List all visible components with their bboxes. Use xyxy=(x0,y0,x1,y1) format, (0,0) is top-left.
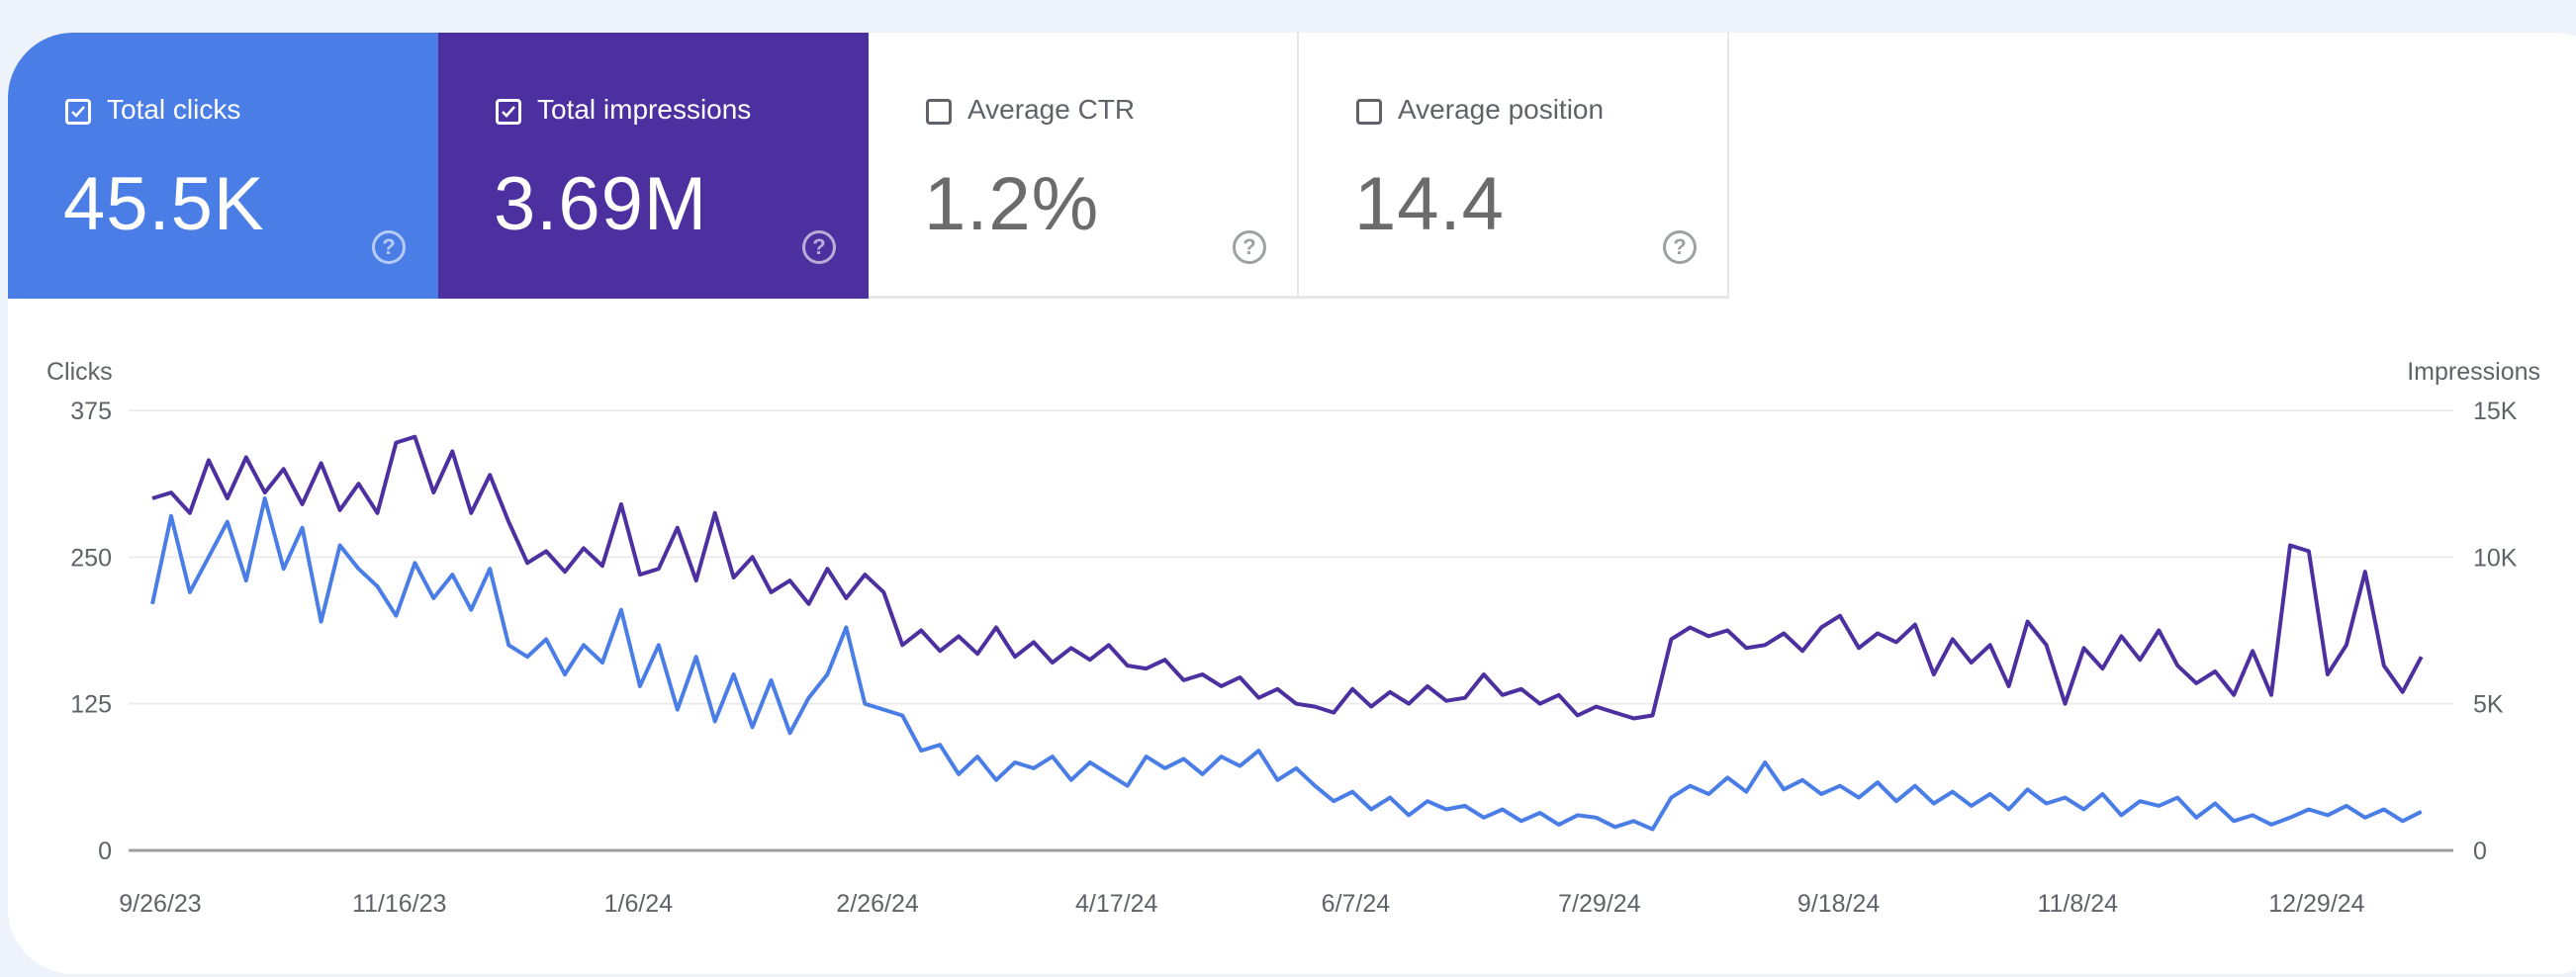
help-circle-icon[interactable]: ? xyxy=(802,230,836,264)
x-tick: 9/18/24 xyxy=(1797,890,1881,918)
y-tick-left: 0 xyxy=(98,838,112,865)
checkbox-unchecked-icon[interactable] xyxy=(926,99,952,125)
y-axis-right-title: Impressions xyxy=(2407,358,2540,386)
checkbox-checked-icon[interactable] xyxy=(65,99,91,125)
performance-card: Total clicks 45.5K ? Total impressions 3… xyxy=(8,33,2576,974)
y-tick-left: 250 xyxy=(70,544,112,572)
checkbox-unchecked-icon[interactable] xyxy=(1356,99,1382,125)
y-tick-left: 125 xyxy=(70,691,112,719)
tile-average-ctr[interactable]: Average CTR 1.2% ? xyxy=(869,33,1299,299)
y-tick-right: 0 xyxy=(2473,838,2487,865)
tile-total-impressions[interactable]: Total impressions 3.69M ? xyxy=(438,33,869,299)
tile-value: 14.4 xyxy=(1354,162,1505,246)
checkbox-checked-icon[interactable] xyxy=(496,99,521,125)
y-tick-left: 375 xyxy=(70,398,112,425)
y-tick-right: 15K xyxy=(2473,398,2518,425)
help-circle-icon[interactable]: ? xyxy=(1663,230,1697,264)
y-tick-right: 10K xyxy=(2473,544,2518,572)
tile-value: 3.69M xyxy=(494,162,708,246)
tile-label: Total impressions xyxy=(537,94,752,125)
metric-tiles: Total clicks 45.5K ? Total impressions 3… xyxy=(8,33,1729,299)
help-circle-icon[interactable]: ? xyxy=(1233,230,1266,264)
x-tick: 4/17/24 xyxy=(1075,890,1158,918)
tile-label: Total clicks xyxy=(107,94,241,125)
tile-value: 1.2% xyxy=(924,162,1100,246)
x-tick: 12/29/24 xyxy=(2268,890,2364,918)
tile-label: Average CTR xyxy=(967,94,1136,125)
y-axis-left-title: Clicks xyxy=(46,358,113,386)
tile-total-clicks[interactable]: Total clicks 45.5K ? xyxy=(8,33,438,299)
y-tick-right: 5K xyxy=(2473,691,2504,719)
x-tick: 9/26/23 xyxy=(119,890,201,918)
tile-average-position[interactable]: Average position 14.4 ? xyxy=(1299,33,1729,299)
x-tick: 6/7/24 xyxy=(1322,890,1391,918)
series-line-clicks xyxy=(150,496,2423,832)
x-tick: 1/6/24 xyxy=(604,890,674,918)
x-tick: 7/29/24 xyxy=(1558,890,1641,918)
tile-label: Average position xyxy=(1398,94,1605,125)
series-line-impressions xyxy=(151,434,2424,721)
x-tick: 11/16/23 xyxy=(352,890,446,918)
tile-value: 45.5K xyxy=(63,162,265,246)
x-tick: 2/26/24 xyxy=(836,890,919,918)
help-circle-icon[interactable]: ? xyxy=(372,230,406,264)
x-tick: 11/8/24 xyxy=(2037,890,2118,918)
